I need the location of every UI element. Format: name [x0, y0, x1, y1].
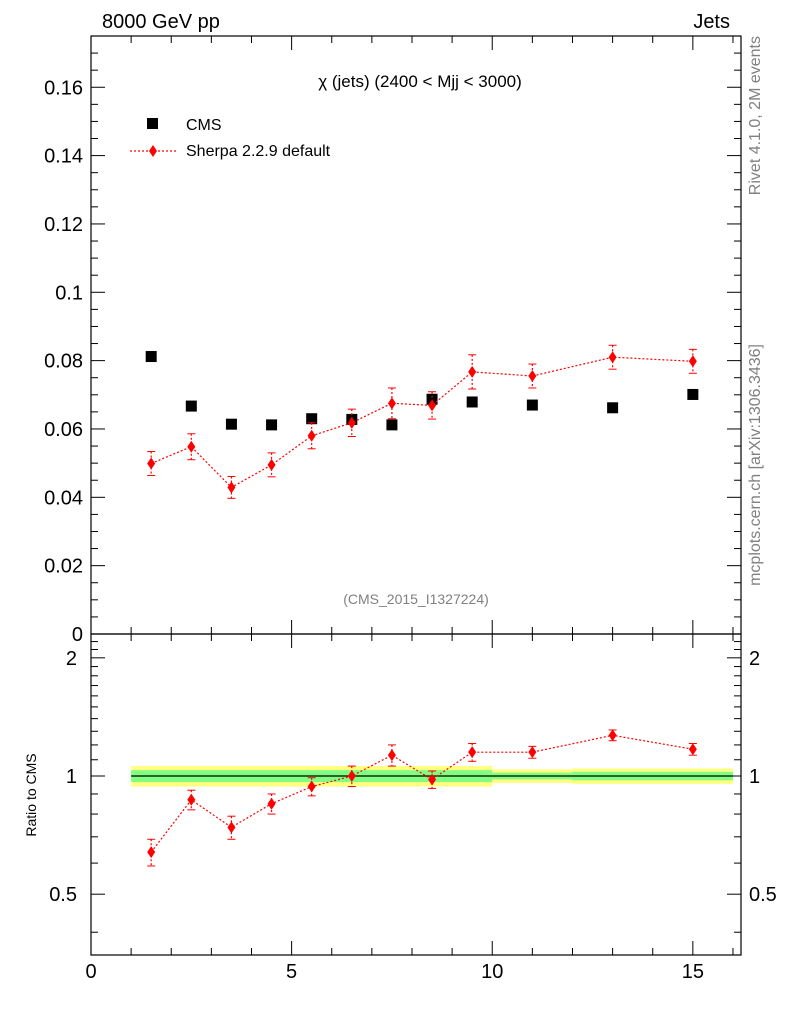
y-tick-label: 0.04 — [44, 487, 83, 509]
header-right: Jets — [693, 11, 730, 33]
x-tick-label: 0 — [85, 961, 96, 983]
ratio-sherpa-point — [608, 729, 617, 742]
legend-cms-marker — [147, 118, 158, 129]
cms-point — [386, 419, 398, 431]
sherpa-point — [688, 355, 697, 368]
sherpa-point — [468, 365, 477, 378]
sherpa-line — [150, 356, 693, 489]
rivet-label: Rivet 4.1.0, 2M events — [747, 36, 764, 195]
sherpa-point — [347, 416, 356, 429]
ratio-sherpa-point — [227, 821, 236, 834]
x-tick-label: 5 — [286, 961, 297, 983]
legend-sherpa-marker — [149, 145, 157, 157]
sherpa-point — [147, 457, 156, 470]
ratio-sherpa-point — [347, 770, 356, 783]
main-title: χ (jets) (2400 < Mjj < 3000) — [318, 72, 522, 91]
ratio-sherpa-point — [267, 797, 276, 810]
ratio-sherpa-point — [147, 846, 156, 859]
ratio-sherpa-point — [307, 780, 316, 793]
ratio-sherpa-line — [150, 734, 694, 853]
ratio-y-tick-label-right: 2 — [749, 648, 760, 670]
mcplots-label: mcplots.cern.ch [arXiv:1306.3436] — [747, 344, 764, 586]
sherpa-point — [428, 399, 437, 412]
y-tick-label: 0.1 — [55, 282, 83, 304]
legend: CMS Sherpa 2.2.9 default — [130, 117, 331, 160]
cms-point — [266, 419, 278, 431]
sherpa-point — [528, 370, 537, 383]
cms-point — [526, 399, 538, 411]
cms-point — [225, 418, 237, 430]
watermark-label: (CMS_2015_I1327224) — [343, 591, 489, 607]
header-left: 8000 GeV pp — [102, 11, 220, 33]
cms-point — [145, 351, 157, 363]
x-tick-label: 15 — [682, 961, 704, 983]
sherpa-point — [187, 440, 196, 453]
y-tick-label: 0.14 — [44, 146, 83, 168]
ratio-sherpa-point — [468, 746, 477, 759]
y-tick-label: 0.08 — [44, 351, 83, 373]
ratio-frame — [90, 633, 742, 956]
ratio-y-tick-label-left: 2 — [66, 648, 77, 670]
ratio-sherpa-point — [528, 746, 537, 759]
cms-point — [607, 402, 619, 414]
cms-point — [185, 400, 197, 412]
ratio-sherpa-point — [187, 793, 196, 806]
y-tick-label: 0.12 — [44, 214, 83, 236]
ratio-y-tick-label-left: 1 — [66, 766, 77, 788]
ratio-ylabel: Ratio to CMS — [23, 753, 39, 836]
cms-point — [426, 393, 438, 405]
ratio-y-tick-label-right: 0.5 — [749, 884, 777, 906]
ratio-y-tick-label-right: 1 — [749, 766, 760, 788]
ratio-sherpa-point — [387, 749, 396, 762]
ratio-sherpa-point — [688, 743, 697, 756]
cms-point — [687, 388, 699, 400]
y-tick-label: 0.16 — [44, 77, 83, 99]
sherpa-point — [267, 458, 276, 471]
legend-cms-label: CMS — [186, 117, 222, 134]
ratio-y-tick-label-left: 0.5 — [49, 884, 77, 906]
cms-point — [466, 396, 478, 408]
y-tick-label: 0 — [72, 624, 83, 646]
sherpa-point — [227, 481, 236, 494]
legend-sherpa-label: Sherpa 2.2.9 default — [186, 143, 331, 160]
main-panel: χ (jets) (2400 < Mjj < 3000) (CMS_2015_I… — [44, 35, 742, 646]
sherpa-point — [387, 397, 396, 410]
sherpa-point — [307, 429, 316, 442]
ratio-sherpa-point — [428, 773, 437, 786]
sherpa-point — [608, 351, 617, 364]
ratio-panel: Ratio to CMS 0 5 10 15 0.5 0.5 1 1 2 2 — [23, 633, 777, 983]
cms-point — [306, 413, 318, 425]
y-tick-label: 0.06 — [44, 419, 83, 441]
x-tick-label: 10 — [481, 961, 503, 983]
y-tick-label: 0.02 — [44, 556, 83, 578]
